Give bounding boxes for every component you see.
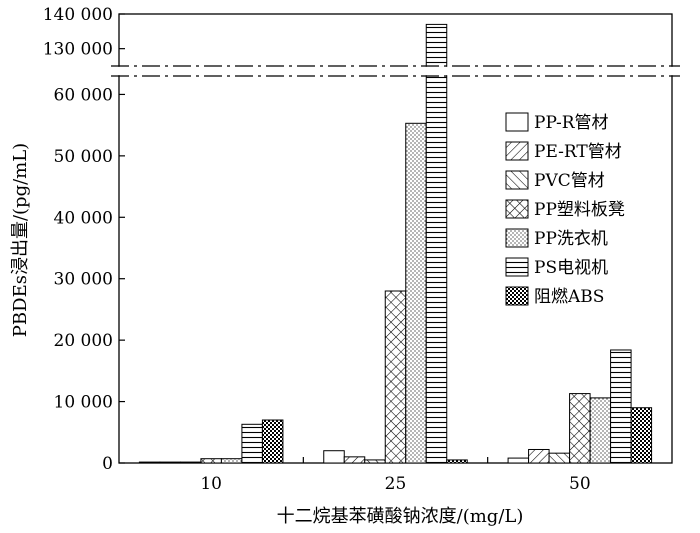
bar-dotted-0 [220, 458, 243, 464]
legend-label: PP洗衣机 [534, 229, 608, 249]
x-axis-title: 十二烷基苯磺酸钠浓度/(mg/L) [277, 506, 524, 527]
legend-label: PS电视机 [534, 258, 608, 278]
legend-swatch [505, 199, 529, 219]
bar-back-diagonal-1 [364, 459, 386, 464]
bar-empty-0 [138, 461, 161, 464]
legend-swatch [505, 257, 529, 277]
legend-label: PP塑料板凳 [534, 200, 625, 220]
legend-swatch [505, 228, 529, 248]
y-tick-label: 40 000 [54, 208, 113, 228]
legend-swatch [505, 141, 529, 161]
bar-dotted-1 [405, 122, 427, 464]
bar-crosshatch-0 [200, 458, 222, 464]
bar-horizontal-1 [425, 23, 448, 464]
bar-checker-2 [630, 407, 653, 464]
bar-crosshatch-1 [384, 290, 407, 464]
bar-horizontal-0 [241, 423, 263, 464]
bar-crosshatch-2 [569, 393, 591, 464]
bar-horizontal-2 [610, 349, 632, 464]
bar-checker-0 [261, 419, 284, 464]
x-axis: 10 25 50 [200, 457, 591, 494]
y-tick-label: 140 000 [43, 5, 113, 25]
y-tick-label: 10 000 [54, 393, 113, 413]
bar-empty-1 [323, 450, 345, 464]
y-tick-label: 0 [102, 454, 113, 474]
x-tick-label: 25 [385, 474, 407, 494]
y-tick-label: 130 000 [43, 40, 113, 60]
bar-checker-1 [446, 459, 468, 464]
bar-diagonal-2 [528, 448, 550, 464]
y-tick-label: 30 000 [54, 270, 113, 290]
x-tick-label: 50 [569, 474, 591, 494]
bar-diagonal-0 [159, 461, 181, 464]
legend-swatch [505, 170, 529, 190]
legend-label: PVC管材 [534, 171, 605, 191]
break-gap [116, 66, 675, 76]
bars [138, 23, 653, 464]
legend-label: PE-RT管材 [534, 142, 622, 162]
bar-diagonal-1 [343, 456, 366, 464]
bar-empty-2 [507, 457, 530, 464]
y-axis-title: PBDEs浸出量/(pg/mL) [10, 143, 31, 337]
y-tick-label: 50 000 [54, 147, 113, 167]
bar-back-diagonal-0 [179, 461, 202, 464]
axis-break [111, 65, 680, 77]
bar-dotted-2 [589, 397, 612, 464]
y-axis: 0 10 000 20 000 30 000 40 000 50 000 60 000 130… [43, 5, 125, 474]
bar-back-diagonal-2 [548, 452, 571, 464]
legend-label: PP-R管材 [534, 113, 609, 133]
legend-label: 阻燃ABS [534, 287, 604, 307]
x-tick-label: 10 [200, 474, 222, 494]
y-tick-label: 60 000 [54, 85, 113, 105]
legend-swatch [505, 112, 529, 132]
y-tick-label: 20 000 [54, 331, 113, 351]
legend-swatch [505, 286, 529, 306]
